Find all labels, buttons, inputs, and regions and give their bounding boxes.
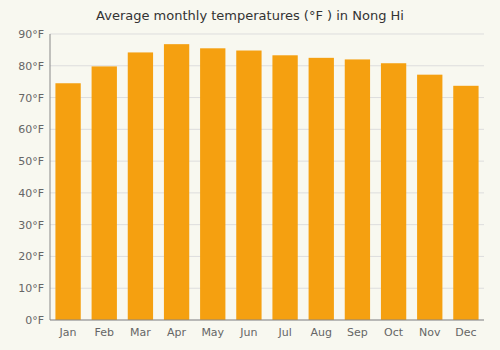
x-tick-label: Oct	[384, 326, 404, 339]
bar	[417, 75, 442, 320]
x-axis: Jan Feb Mar Apr May Jun Jul Aug Sep Oct Nov Dec	[59, 326, 477, 339]
bar	[55, 83, 80, 320]
title: Average monthly temperatures (°F ) in No…	[96, 8, 404, 23]
grid-line	[50, 65, 484, 66]
bar	[164, 44, 189, 320]
grid	[50, 34, 484, 320]
y-tick-label: 80°F	[18, 60, 44, 73]
y-tick-label: 50°F	[18, 155, 44, 168]
bar	[92, 66, 117, 320]
y-tick-label: 10°F	[18, 282, 44, 295]
x-tick-label: Dec	[455, 326, 476, 339]
x-tick-label: Apr	[167, 326, 187, 339]
bar	[381, 63, 406, 320]
y-tick-label: 60°F	[18, 123, 44, 136]
x-tick-label: Mar	[130, 326, 151, 339]
bar	[453, 86, 478, 320]
x-tick-label: Jan	[59, 326, 77, 339]
x-tick-label: Aug	[311, 326, 332, 339]
y-tick-label: 30°F	[18, 219, 44, 232]
y-tick-label: 0°F	[25, 314, 44, 327]
y-axis-line	[50, 34, 51, 320]
x-tick-label: May	[201, 326, 224, 339]
x-tick-label: Feb	[95, 326, 114, 339]
grid-line	[50, 320, 484, 321]
y-tick-label: 90°F	[18, 28, 44, 41]
y-tick-label: 40°F	[18, 187, 44, 200]
bar	[200, 48, 225, 320]
x-axis-line	[50, 320, 484, 321]
x-tick-label: Jun	[239, 326, 257, 339]
bar	[309, 58, 334, 320]
y-tick-label: 70°F	[18, 92, 44, 105]
chart-container: Average monthly temperatures (°F ) in No…	[0, 0, 500, 350]
y-tick-label: 20°F	[18, 250, 44, 263]
grid-line	[50, 34, 484, 35]
bars	[55, 44, 478, 320]
chart: Average monthly temperatures (°F ) in No…	[0, 0, 500, 350]
bar	[128, 52, 153, 320]
bar	[345, 59, 370, 320]
x-tick-label: Jul	[277, 326, 291, 339]
bar	[236, 51, 261, 320]
x-tick-label: Nov	[419, 326, 441, 339]
bar	[272, 55, 297, 320]
x-tick-label: Sep	[347, 326, 368, 339]
y-axis: 0°F 10°F 20°F 30°F 40°F 50°F 60°F 70°F 80°F 90°F	[18, 28, 44, 327]
